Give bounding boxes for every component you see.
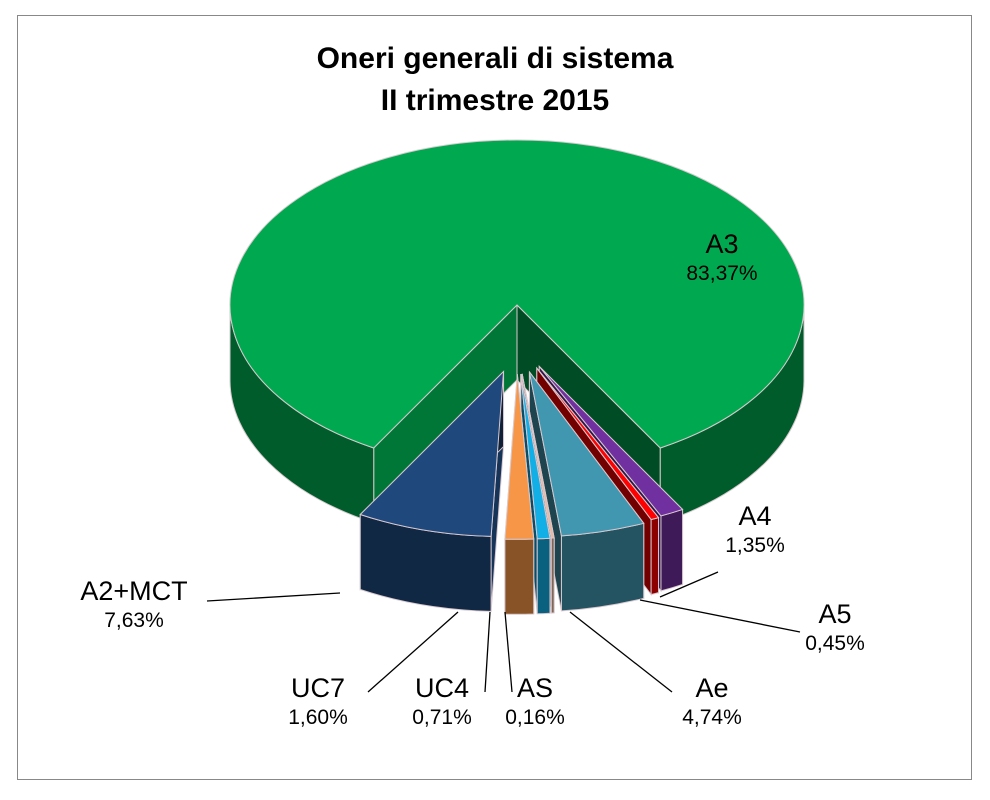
slice-wall-uc7 (504, 538, 535, 615)
slice-name: A2+MCT (80, 576, 188, 606)
slice-name: AS (516, 673, 554, 703)
data-label-as: AS 0,16% (505, 672, 565, 732)
slice-a3 (229, 139, 805, 449)
data-label-a5: A5 0,45% (805, 598, 865, 658)
slice-a4 (538, 366, 684, 517)
leader-line-uc7 (367, 611, 459, 693)
slice-wall-ae (560, 522, 645, 612)
data-label-uc7: UC7 1,60% (288, 672, 348, 732)
slice-percent: 0,71% (412, 706, 472, 729)
slice-wall-a5 (650, 516, 660, 596)
chart-area (17, 15, 972, 780)
slice-percent: 1,35% (725, 534, 785, 557)
leader-line-uc4 (484, 611, 491, 693)
chart-title-line1: Oneri generali di sistema (316, 42, 674, 75)
leader-line-a2mct (206, 592, 341, 602)
data-label-a3: A3 83,37% (686, 228, 757, 288)
slice-percent: 7,63% (104, 609, 164, 632)
slice-name: A4 (738, 501, 772, 531)
slice-name: A3 (705, 229, 739, 259)
data-label-uc4: UC4 0,71% (412, 672, 472, 732)
slice-wall-a4 (660, 508, 684, 592)
slice-name: A5 (818, 599, 852, 629)
leader-line-a5 (639, 599, 801, 633)
slice-name: UC7 (290, 673, 346, 703)
leader-line-ae (569, 611, 673, 693)
slice-wall-as (550, 537, 555, 614)
slice-as (521, 373, 555, 539)
chart-title: Oneri generali di sistema II trimestre 2… (0, 38, 990, 122)
slice-ae (528, 371, 645, 537)
data-label-ae: Ae 4,74% (682, 672, 742, 732)
slice-percent: 0,45% (805, 632, 865, 655)
slice-name: Ae (695, 673, 729, 703)
slice-percent: 0,16% (505, 706, 565, 729)
data-label-a2mct: A2+MCT 7,63% (80, 575, 187, 635)
slice-uc7 (504, 374, 535, 540)
slice-percent: 4,74% (682, 706, 742, 729)
slice-percent: 83,37% (686, 262, 758, 285)
leader-line-as (504, 611, 513, 693)
slice-a5 (536, 367, 660, 521)
chart-subtitle: II trimestre 2015 (380, 84, 610, 117)
slice-a2mct (359, 370, 505, 537)
slice-uc4 (520, 373, 551, 540)
slice-percent: 1,60% (288, 706, 348, 729)
slice-name: UC4 (414, 673, 470, 703)
leader-line-a4 (659, 571, 719, 598)
slice-wall-uc4 (536, 537, 551, 615)
data-label-a4: A4 1,35% (725, 500, 785, 560)
